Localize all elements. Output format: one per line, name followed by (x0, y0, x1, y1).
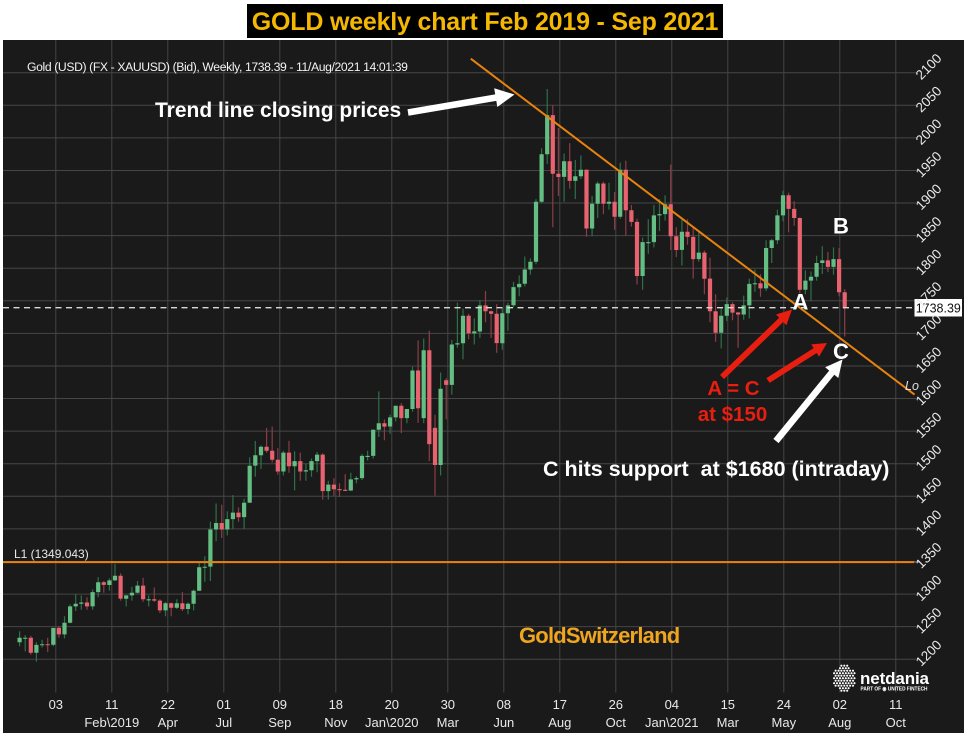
svg-text:netdania: netdania (860, 669, 930, 688)
svg-text:Oct: Oct (606, 715, 627, 730)
svg-text:01: 01 (217, 697, 231, 712)
svg-text:Sep: Sep (268, 715, 291, 730)
svg-text:Mar: Mar (437, 715, 460, 730)
svg-text:Apr: Apr (158, 715, 179, 730)
svg-text:Oct: Oct (886, 715, 907, 730)
svg-text:09: 09 (273, 697, 287, 712)
svg-text:22: 22 (161, 697, 175, 712)
svg-text:18: 18 (329, 697, 343, 712)
svg-text:Jan\2020: Jan\2020 (365, 715, 419, 730)
svg-text:Lo: Lo (905, 379, 919, 393)
svg-text:Nov: Nov (324, 715, 348, 730)
svg-text:30: 30 (441, 697, 455, 712)
svg-text:02: 02 (833, 697, 847, 712)
svg-text:Gold (USD) (FX - XAUUSD) (Bid): Gold (USD) (FX - XAUUSD) (Bid), Weekly, … (27, 60, 408, 74)
svg-text:A: A (793, 290, 809, 315)
svg-text:24: 24 (777, 697, 791, 712)
svg-text:B: B (833, 214, 849, 239)
svg-text:GOLD weekly chart Feb 2019 - S: GOLD weekly chart Feb 2019 - Sep 2021 (252, 8, 719, 36)
svg-text:03: 03 (49, 697, 63, 712)
svg-text:Aug: Aug (548, 715, 571, 730)
svg-text:11: 11 (105, 697, 119, 712)
svg-text:1738.39: 1738.39 (916, 302, 961, 316)
svg-text:Mar: Mar (717, 715, 740, 730)
svg-text:Aug: Aug (828, 715, 851, 730)
svg-text:Jun: Jun (493, 715, 514, 730)
svg-text:Feb\2019: Feb\2019 (84, 715, 139, 730)
svg-text:26: 26 (609, 697, 623, 712)
svg-text:Trend line closing prices: Trend line closing prices (155, 99, 401, 122)
svg-text:L1 (1349.043): L1 (1349.043) (14, 547, 89, 561)
svg-text:A = C: A = C (707, 377, 759, 400)
svg-text:C hits support at $1680 (intr: C hits support at $1680 (intraday) (543, 457, 889, 481)
svg-text:at $150: at $150 (698, 403, 768, 426)
svg-text:04: 04 (665, 697, 679, 712)
svg-text:PART OF ◉ UNITED FINTECH: PART OF ◉ UNITED FINTECH (861, 687, 928, 693)
svg-text:11: 11 (889, 697, 903, 712)
svg-text:15: 15 (721, 697, 735, 712)
svg-text:C: C (833, 339, 849, 364)
svg-text:Jan\2021: Jan\2021 (645, 715, 699, 730)
svg-text:May: May (772, 715, 797, 730)
svg-text:08: 08 (497, 697, 511, 712)
svg-text:Jul: Jul (215, 715, 232, 730)
svg-text:17: 17 (553, 697, 567, 712)
svg-text:20: 20 (385, 697, 399, 712)
svg-text:GoldSwitzerland: GoldSwitzerland (519, 623, 679, 648)
